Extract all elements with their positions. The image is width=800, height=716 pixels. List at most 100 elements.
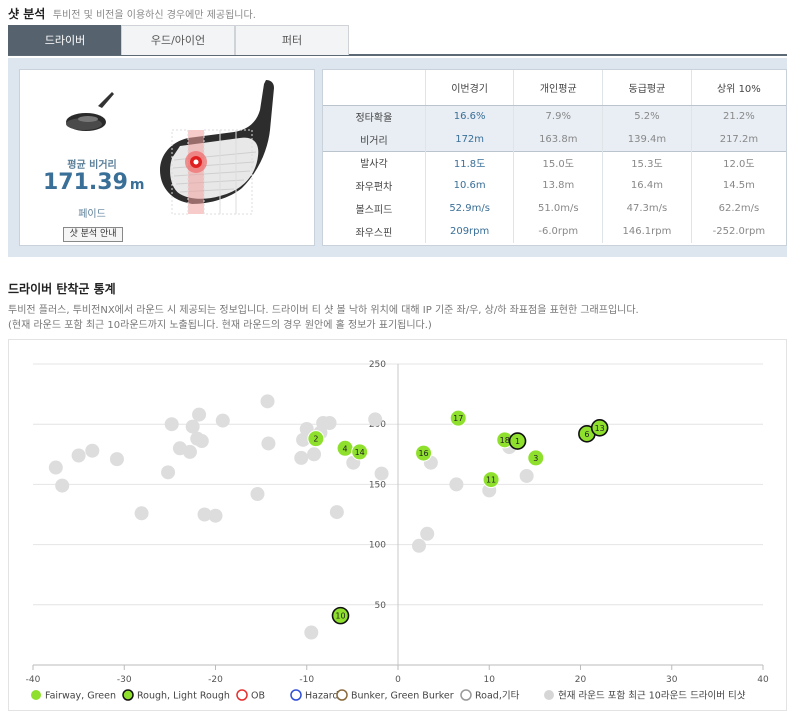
past-shot-point — [368, 412, 383, 427]
table-cell: 16.4m — [602, 174, 692, 197]
tab-driver[interactable]: 드라이버 — [8, 25, 122, 55]
x-tick-label: 0 — [395, 675, 401, 685]
past-shot-point — [411, 538, 426, 553]
current-shot-point — [482, 471, 500, 489]
past-shot-point — [261, 436, 276, 451]
table-header: 이번경기 — [424, 70, 514, 106]
y-tick-label: 100 — [369, 541, 386, 551]
past-shot-point — [215, 413, 230, 428]
dispersion-chart-container: 50100150200250-40-30-20-1001020304024141… — [8, 339, 787, 711]
past-shot-point — [109, 452, 124, 467]
legend-marker — [544, 690, 554, 700]
past-shot-point — [71, 448, 86, 463]
past-shot-point — [329, 505, 344, 520]
dispersion-chart: 50100150200250-40-30-20-1001020304024141… — [26, 360, 769, 702]
stats-table: 이번경기 개인평균 동급평균 상위 10% 정타확율 16.6% 7.9% 5.… — [323, 70, 786, 243]
page-title: 샷 분석 — [8, 7, 46, 21]
legend-label: OB — [251, 691, 265, 702]
past-shot-point — [192, 407, 207, 422]
current-shot-point — [527, 449, 545, 467]
section-title: 드라이버 탄착군 통계 — [8, 282, 116, 296]
hole-number-label: 11 — [486, 476, 496, 485]
table-cell: 172m — [424, 128, 514, 151]
hole-number-label: 2 — [313, 435, 318, 444]
hole-number-label: 17 — [453, 414, 463, 423]
summary-panel: 평균 비거리 171.39 m 페이드 샷 분석 안내 이번경기 개인평균 동급평… — [8, 58, 787, 257]
table-cell: 11.8도 — [424, 150, 514, 174]
tab-wood-iron[interactable]: 우드/아이언 — [121, 25, 235, 55]
row-label: 발사각 — [323, 150, 426, 174]
table-row: 비거리 172m 163.8m 139.4m 217.2m — [323, 128, 786, 151]
table-cell: 15.0도 — [513, 150, 603, 174]
table-cell: 139.4m — [602, 128, 692, 151]
clubface-impact-diagram — [160, 80, 274, 215]
page-subtitle: 투비전 및 비전을 이용하신 경우에만 제공됩니다. — [52, 10, 256, 21]
legend-marker — [460, 689, 472, 701]
legend-label: 현재 라운드 포함 최근 10라운드 드라이버 티샷 — [558, 690, 746, 702]
past-shot-point — [519, 468, 534, 483]
table-cell: 15.3도 — [602, 150, 692, 174]
past-shot-point — [296, 432, 311, 447]
row-label: 비거리 — [323, 128, 426, 151]
table-row: 발사각 11.8도 15.0도 15.3도 12.0도 — [323, 150, 786, 174]
table-cell: -6.0rpm — [513, 220, 603, 243]
past-shot-point — [164, 417, 179, 432]
row-label: 좌우스핀 — [355, 228, 393, 239]
driver-club-illustration — [66, 80, 274, 215]
legend-label: Road,기타 — [475, 691, 520, 702]
legend-marker — [336, 689, 348, 701]
club-tabs: 드라이버 우드/아이언 퍼터 — [8, 25, 787, 56]
average-distance-value: 171.39 m — [43, 170, 145, 195]
x-tick-label: -10 — [299, 675, 314, 685]
hole-number-label: 14 — [355, 448, 365, 457]
table-cell: 14.5m — [690, 174, 786, 197]
past-shot-point — [161, 465, 176, 480]
table-cell: -252.0rpm — [690, 220, 786, 243]
table-cell: 47.3m/s — [602, 197, 692, 220]
x-tick-label: -40 — [26, 675, 41, 685]
past-shot-point — [55, 478, 70, 493]
past-shot-point — [185, 419, 200, 434]
current-shot-point — [590, 419, 609, 437]
legend-marker — [31, 690, 41, 700]
hole-number-label: 3 — [533, 454, 538, 463]
table-cell: 51.0m/s — [513, 197, 603, 220]
table-cell: 146.1rpm — [602, 220, 692, 243]
past-shot-point — [134, 506, 149, 521]
x-tick-label: 10 — [484, 675, 496, 685]
table-cell: 7.9% — [513, 105, 603, 128]
hole-number-label: 13 — [595, 424, 605, 433]
legend-label: Rough, Light Rough — [137, 691, 230, 702]
x-tick-label: 20 — [575, 675, 587, 685]
hole-number-label: 1 — [515, 437, 520, 446]
hole-number-label: 10 — [335, 612, 345, 621]
row-label: 볼스피드 — [355, 205, 393, 216]
shot-shape-label: 페이드 — [78, 209, 106, 220]
legend-marker — [236, 689, 248, 701]
hole-number-label: 16 — [418, 449, 428, 458]
x-tick-label: 40 — [757, 675, 769, 685]
current-shot-point — [307, 430, 325, 448]
x-tick-label: -20 — [208, 675, 223, 685]
row-label: 정타확율 — [323, 105, 426, 128]
current-shot-point — [449, 409, 467, 427]
past-shot-point — [85, 443, 100, 458]
past-shot-point — [48, 460, 63, 475]
table-header: 동급평균 — [602, 70, 692, 106]
y-tick-label: 250 — [369, 360, 386, 370]
past-shot-point — [194, 434, 209, 449]
past-shot-point — [449, 477, 464, 492]
tab-putter[interactable]: 퍼터 — [235, 25, 349, 55]
section-note: (현재 라운드 포함 최근 10라운드까지 노출됩니다. 현재 라운드의 경우 … — [8, 320, 432, 331]
past-shot-point — [250, 487, 265, 502]
driver-icon — [66, 92, 114, 131]
legend-label: Hazard — [305, 691, 339, 702]
table-header — [323, 70, 426, 106]
row-label: 좌우편차 — [355, 182, 393, 193]
y-tick-label: 50 — [375, 601, 387, 611]
table-header: 개인평균 — [513, 70, 603, 106]
table-cell: 163.8m — [513, 128, 603, 151]
shot-analysis-guide-button[interactable]: 샷 분석 안내 — [63, 227, 123, 242]
table-cell: 5.2% — [602, 105, 692, 128]
past-shot-point — [304, 625, 319, 640]
